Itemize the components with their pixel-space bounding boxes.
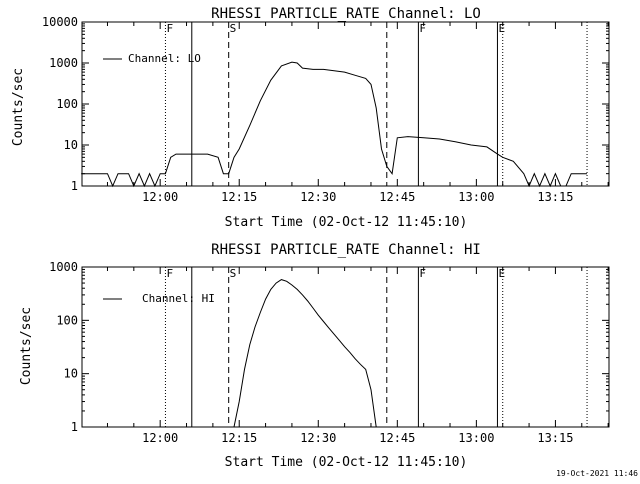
- series-line: [81, 61, 587, 188]
- y-tick-label: 100: [56, 97, 78, 111]
- panel-lo: RHESSI PARTICLE_RATE Channel: LO Start T…: [11, 6, 610, 230]
- x-tick-label: 12:45: [379, 190, 415, 204]
- event-marker-label: E: [498, 22, 505, 35]
- y-tick-label: 1000: [49, 56, 78, 70]
- plot-frame: [81, 21, 610, 187]
- chart-title: RHESSI PARTICLE_RATE Channel: LO: [211, 6, 481, 22]
- x-tick-label: 12:00: [142, 190, 178, 204]
- series-line: [233, 279, 377, 428]
- x-axis-label: Start Time (02-Oct-12 11:45:10): [225, 455, 468, 470]
- y-axis-label: Counts/sec: [11, 68, 26, 146]
- y-tick-label: 1: [71, 420, 78, 434]
- plot-frame: [81, 266, 610, 428]
- event-marker-label: F: [166, 267, 173, 280]
- event-marker-label: F: [166, 22, 173, 35]
- x-tick-label: 13:15: [537, 431, 573, 445]
- y-tick-label: 1000: [49, 260, 78, 274]
- y-tick-label: 10: [64, 138, 78, 152]
- event-marker-label: F: [419, 22, 426, 35]
- x-tick-label: 13:00: [458, 431, 494, 445]
- x-tick-label: 12:45: [379, 431, 415, 445]
- x-tick-label: 12:00: [142, 431, 178, 445]
- x-tick-label: 13:15: [537, 190, 573, 204]
- y-tick-label: 10: [64, 367, 78, 381]
- chart-title: RHESSI PARTICLE_RATE Channel: HI: [211, 242, 481, 258]
- x-tick-label: 12:15: [221, 190, 257, 204]
- x-tick-label: 12:15: [221, 431, 257, 445]
- y-tick-label: 1: [71, 179, 78, 193]
- timestamp-stamp: 19-Oct-2021 11:46: [556, 469, 638, 478]
- legend-label: Channel: HI: [142, 292, 215, 305]
- event-marker-label: E: [498, 267, 505, 280]
- x-tick-label: 13:00: [458, 190, 494, 204]
- x-axis-label: Start Time (02-Oct-12 11:45:10): [225, 215, 468, 230]
- x-tick-label: 12:30: [300, 190, 336, 204]
- y-tick-label: 10000: [42, 15, 78, 29]
- event-marker-label: S: [230, 22, 237, 35]
- y-axis-label: Counts/sec: [19, 307, 34, 385]
- event-marker-label: S: [230, 267, 237, 280]
- y-tick-label: 100: [56, 313, 78, 327]
- x-tick-label: 12:30: [300, 431, 336, 445]
- panel-hi: RHESSI PARTICLE_RATE Channel: HI Start T…: [19, 242, 610, 470]
- legend-label: Channel: LO: [128, 52, 201, 65]
- event-marker-label: F: [419, 267, 426, 280]
